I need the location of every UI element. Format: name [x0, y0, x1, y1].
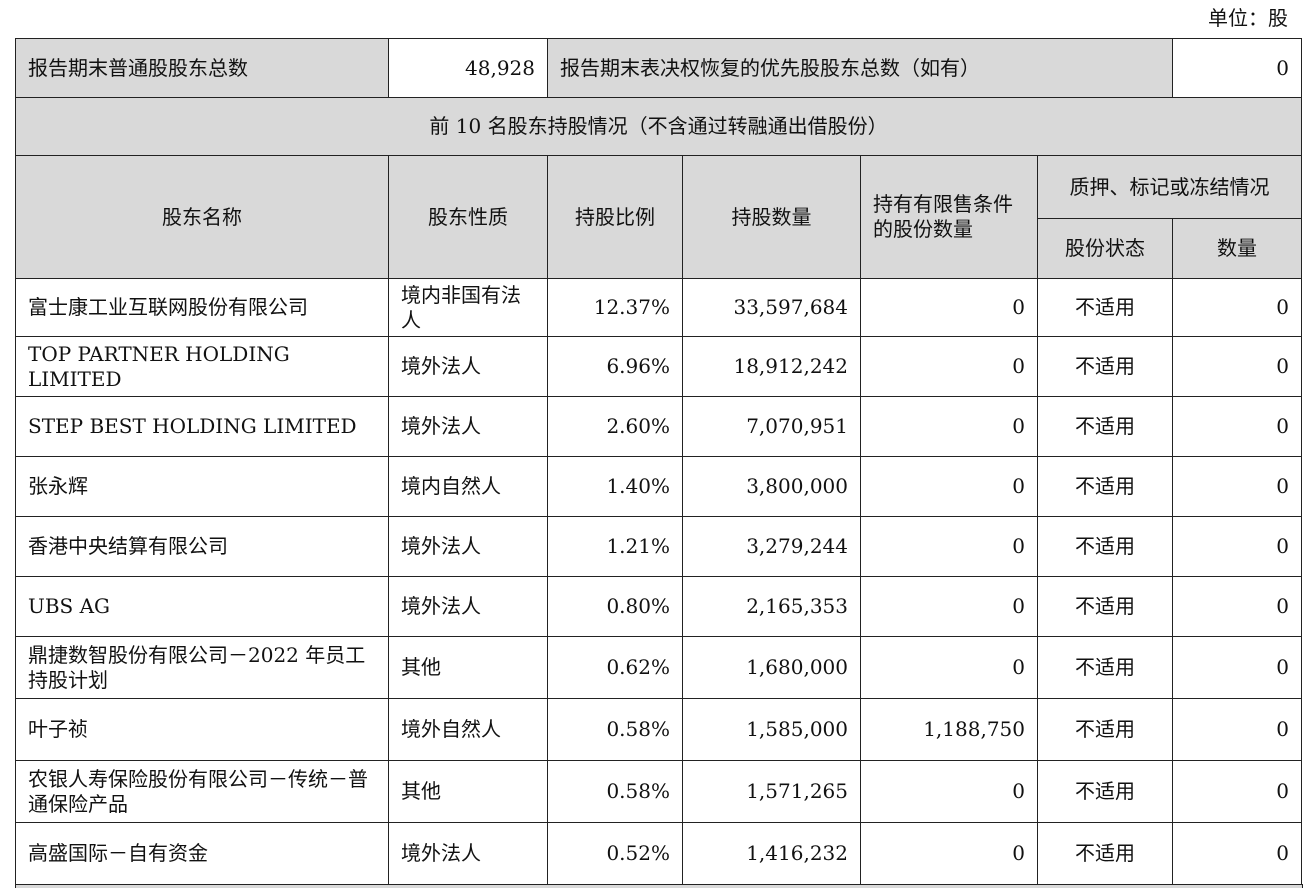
- table-row: 富士康工业互联网股份有限公司 境内非国有法人 12.37% 33,597,684 0 不适…: [15, 278, 1302, 337]
- share-count: 1,680,000: [682, 636, 861, 699]
- restricted-shares: 0: [860, 822, 1038, 885]
- summary-label: 报告期末表决权恢复的优先股股东总数（如有）: [547, 38, 1173, 98]
- restricted-shares: 0: [860, 336, 1038, 397]
- column-header: 持股数量: [682, 155, 861, 279]
- shareholder-name: 高盛国际－自有资金: [15, 822, 389, 885]
- pledge-status: 不适用: [1037, 760, 1173, 823]
- restricted-shares: 1,188,750: [860, 698, 1038, 761]
- table-row: 香港中央结算有限公司 境外法人 1.21% 3,279,244 0 不适用 0: [15, 516, 1302, 577]
- shareholder-nature: 境外法人: [388, 336, 548, 397]
- table-row: 农银人寿保险股份有限公司－传统－普通保险产品 其他 0.58% 1,571,265 0 不…: [15, 760, 1302, 823]
- share-count: 33,597,684: [682, 278, 861, 337]
- holding-ratio: 2.60%: [547, 396, 683, 457]
- pledge-quantity: 0: [1172, 516, 1302, 577]
- pledge-quantity: 0: [1172, 576, 1302, 637]
- shareholder-nature: 境内非国有法人: [388, 278, 548, 337]
- shareholder-nature: 其他: [388, 760, 548, 823]
- column-header: 股东名称: [15, 155, 389, 279]
- pledge-status: 不适用: [1037, 278, 1173, 337]
- share-count: 3,800,000: [682, 456, 861, 517]
- pledge-status: 不适用: [1037, 822, 1173, 885]
- section-title: 前 10 名股东持股情况（不含通过转融通出借股份）: [15, 97, 1302, 156]
- pledge-status: 不适用: [1037, 698, 1173, 761]
- pledge-status: 不适用: [1037, 636, 1173, 699]
- holding-ratio: 0.58%: [547, 698, 683, 761]
- shareholder-nature: 境内自然人: [388, 456, 548, 517]
- table-row: 张永辉 境内自然人 1.40% 3,800,000 0 不适用 0: [15, 456, 1302, 517]
- pledge-status: 不适用: [1037, 336, 1173, 397]
- table-row: 叶子祯 境外自然人 0.58% 1,585,000 1,188,750 不适用 0: [15, 698, 1302, 761]
- shareholder-nature: 境外法人: [388, 576, 548, 637]
- shareholder-name: 鼎捷数智股份有限公司－2022 年员工持股计划: [15, 636, 389, 699]
- column-header: 股份状态: [1037, 218, 1173, 279]
- shareholder-table: 报告期末普通股股东总数 48,928 报告期末表决权恢复的优先股股东总数（如有）…: [15, 38, 1302, 885]
- shareholder-name: 农银人寿保险股份有限公司－传统－普通保险产品: [15, 760, 389, 823]
- shareholder-nature: 其他: [388, 636, 548, 699]
- table-continuation: [15, 884, 1303, 888]
- share-count: 18,912,242: [682, 336, 861, 397]
- column-header: 持有有限售条件的股份数量: [860, 155, 1038, 279]
- pledge-quantity: 0: [1172, 822, 1302, 885]
- holding-ratio: 0.62%: [547, 636, 683, 699]
- pledge-quantity: 0: [1172, 698, 1302, 761]
- shareholder-nature: 境外法人: [388, 822, 548, 885]
- holding-ratio: 1.21%: [547, 516, 683, 577]
- shareholder-name: STEP BEST HOLDING LIMITED: [15, 396, 389, 457]
- table-row: UBS AG 境外法人 0.80% 2,165,353 0 不适用 0: [15, 576, 1302, 637]
- summary-value: 48,928: [388, 38, 548, 98]
- pledge-status: 不适用: [1037, 396, 1173, 457]
- column-header: 数量: [1172, 218, 1302, 279]
- table-row: TOP PARTNER HOLDING LIMITED 境外法人 6.96% 18,9…: [15, 336, 1302, 397]
- restricted-shares: 0: [860, 516, 1038, 577]
- share-count: 3,279,244: [682, 516, 861, 577]
- share-count: 1,585,000: [682, 698, 861, 761]
- restricted-shares: 0: [860, 760, 1038, 823]
- pledge-status: 不适用: [1037, 576, 1173, 637]
- pledge-quantity: 0: [1172, 456, 1302, 517]
- restricted-shares: 0: [860, 456, 1038, 517]
- holding-ratio: 0.80%: [547, 576, 683, 637]
- column-header: 质押、标记或冻结情况: [1037, 155, 1302, 219]
- share-count: 1,416,232: [682, 822, 861, 885]
- share-count: 7,070,951: [682, 396, 861, 457]
- pledge-quantity: 0: [1172, 636, 1302, 699]
- restricted-shares: 0: [860, 576, 1038, 637]
- holding-ratio: 0.58%: [547, 760, 683, 823]
- share-count: 2,165,353: [682, 576, 861, 637]
- table-row: STEP BEST HOLDING LIMITED 境外法人 2.60% 7,070,…: [15, 396, 1302, 457]
- shareholder-nature: 境外法人: [388, 396, 548, 457]
- table-row: 鼎捷数智股份有限公司－2022 年员工持股计划 其他 0.62% 1,680,000 0…: [15, 636, 1302, 699]
- table-row: 高盛国际－自有资金 境外法人 0.52% 1,416,232 0 不适用 0: [15, 822, 1302, 885]
- summary-value: 0: [1172, 38, 1302, 98]
- unit-note: 单位：股: [1208, 6, 1288, 30]
- holding-ratio: 6.96%: [547, 336, 683, 397]
- pledge-quantity: 0: [1172, 760, 1302, 823]
- holding-ratio: 1.40%: [547, 456, 683, 517]
- restricted-shares: 0: [860, 636, 1038, 699]
- pledge-status: 不适用: [1037, 516, 1173, 577]
- restricted-shares: 0: [860, 278, 1038, 337]
- shareholder-name: UBS AG: [15, 576, 389, 637]
- pledge-quantity: 0: [1172, 278, 1302, 337]
- column-header: 股东性质: [388, 155, 548, 279]
- summary-label: 报告期末普通股股东总数: [15, 38, 389, 98]
- column-header: 持股比例: [547, 155, 683, 279]
- shareholder-nature: 境外法人: [388, 516, 548, 577]
- shareholder-name: 张永辉: [15, 456, 389, 517]
- shareholder-nature: 境外自然人: [388, 698, 548, 761]
- holding-ratio: 0.52%: [547, 822, 683, 885]
- restricted-shares: 0: [860, 396, 1038, 457]
- holding-ratio: 12.37%: [547, 278, 683, 337]
- share-count: 1,571,265: [682, 760, 861, 823]
- pledge-quantity: 0: [1172, 396, 1302, 457]
- pledge-status: 不适用: [1037, 456, 1173, 517]
- pledge-quantity: 0: [1172, 336, 1302, 397]
- shareholder-name: 富士康工业互联网股份有限公司: [15, 278, 389, 337]
- shareholder-name: 叶子祯: [15, 698, 389, 761]
- shareholder-name: TOP PARTNER HOLDING LIMITED: [15, 336, 389, 397]
- shareholder-name: 香港中央结算有限公司: [15, 516, 389, 577]
